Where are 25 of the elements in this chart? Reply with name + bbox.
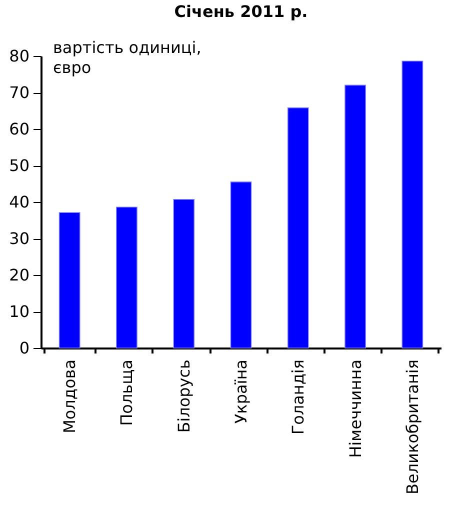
x-tick-label: Білорусь xyxy=(174,360,194,433)
y-tick-label: 50 xyxy=(9,156,30,175)
bar xyxy=(230,182,252,348)
y-axis-title: вартість одиниці, євро xyxy=(53,38,202,77)
y-tick-label: 80 xyxy=(9,46,30,66)
y-tick-label: 10 xyxy=(9,302,30,321)
x-tick-label: Великобританія xyxy=(402,360,422,494)
x-tick-label: Голандія xyxy=(288,360,308,435)
bar xyxy=(344,84,366,348)
bar xyxy=(116,206,138,348)
y-tick-label: 20 xyxy=(9,266,30,284)
x-tick-label: Польща xyxy=(117,360,136,426)
y-tick-label: 30 xyxy=(9,229,30,248)
bar xyxy=(58,212,80,348)
chart-title: Січень 2011 р. xyxy=(174,2,308,21)
y-tick-label: 0 xyxy=(19,338,30,358)
y-tick-label: 60 xyxy=(9,120,30,138)
bar xyxy=(402,60,424,348)
x-tick-label: Україна xyxy=(232,360,250,424)
bar xyxy=(173,199,195,348)
y-tick-label: 70 xyxy=(9,83,30,102)
y-tick-label: 40 xyxy=(9,192,30,212)
x-tick-label: Німеччинна xyxy=(346,360,365,458)
x-tick-label: Молдова xyxy=(60,360,80,434)
bar xyxy=(287,107,309,348)
